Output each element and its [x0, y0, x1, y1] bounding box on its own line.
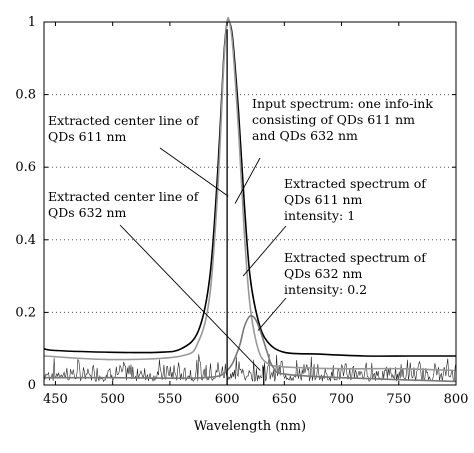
- annotation-1-line-0: Input spectrum: one info-ink: [252, 96, 433, 111]
- annotation-3-line-1: QDs 632 nm: [48, 205, 127, 220]
- annotation-0-arrow: [159, 147, 229, 197]
- annotation-1-arrow: [234, 157, 261, 204]
- y-tick-label-0: 0: [28, 378, 36, 393]
- y-tick-label-1: 0.2: [15, 305, 36, 320]
- y-tick-label-3: 0.6: [15, 160, 36, 175]
- x-tick-label-5: 700: [329, 392, 354, 407]
- annotation-3-line-0: Extracted center line of: [48, 189, 200, 204]
- annotation-4-line-1: QDs 632 nm: [284, 266, 363, 281]
- y-tick-label-4: 0.8: [15, 88, 36, 103]
- x-tick-label-3: 600: [215, 392, 240, 407]
- series-line-1: [43, 16, 457, 372]
- plot-area: [44, 22, 456, 385]
- x-tick-label-0: 450: [43, 392, 68, 407]
- annotation-2-line-0: Extracted spectrum of: [284, 176, 427, 191]
- annotation-4-line-2: intensity: 0.2: [284, 282, 367, 297]
- x-tick-label-6: 750: [386, 392, 411, 407]
- plot-frame: [43, 21, 457, 386]
- annotation-0-line-0: Extracted center line of: [48, 113, 200, 128]
- annotation-4-line-0: Extracted spectrum of: [284, 250, 427, 265]
- annotation-0-line-1: QDs 611 nm: [48, 129, 127, 144]
- annotation-1-line-1: consisting of QDs 611 nm: [252, 112, 415, 127]
- annotation-2-line-1: QDs 611 nm: [284, 192, 363, 207]
- series-line-2: [44, 314, 457, 383]
- annotation-2-arrow: [242, 225, 287, 277]
- x-tick-label-1: 500: [100, 392, 125, 407]
- x-tick-label-2: 550: [157, 392, 182, 407]
- x-tick-label-7: 800: [444, 392, 469, 407]
- y-tick-label-2: 0.4: [15, 233, 36, 248]
- x-tick-label-4: 650: [272, 392, 297, 407]
- annotation-3-arrow: [119, 224, 261, 371]
- annotation-2-line-2: intensity: 1: [284, 208, 355, 223]
- x-axis-label: Wavelength (nm): [194, 419, 306, 434]
- annotation-4-arrow: [257, 297, 287, 331]
- annotation-1-line-2: and QDs 632 nm: [252, 128, 358, 143]
- y-tick-label-5: 1: [28, 15, 36, 30]
